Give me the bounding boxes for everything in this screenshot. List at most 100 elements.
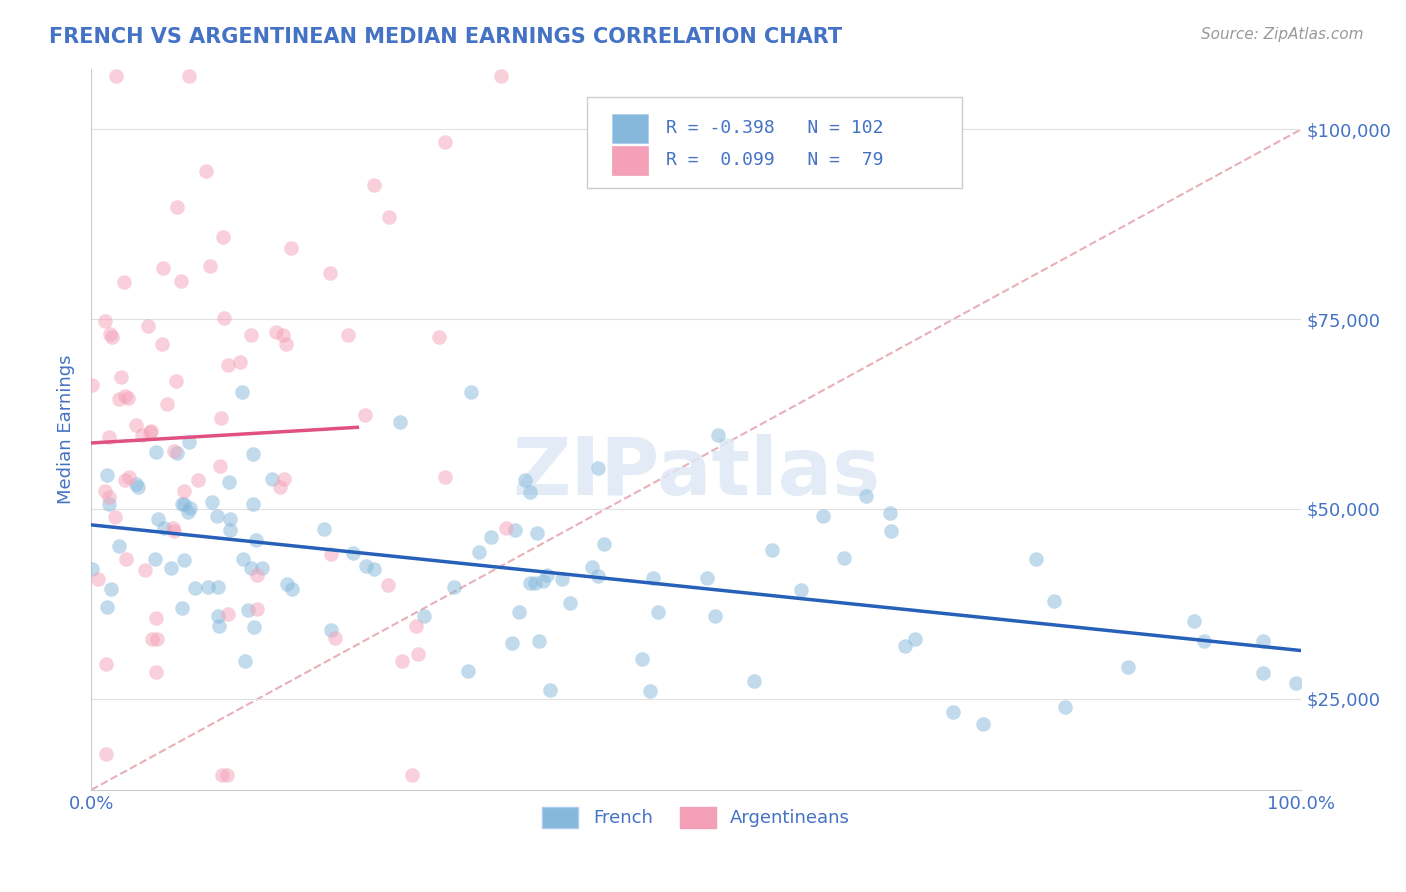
Point <box>114 389 136 403</box>
Point <box>429 329 451 343</box>
Point <box>98 497 121 511</box>
Point <box>641 571 664 585</box>
Point <box>152 261 174 276</box>
Point <box>1054 699 1077 714</box>
Point <box>262 472 284 486</box>
Point <box>173 497 195 511</box>
Point <box>207 580 229 594</box>
Point <box>586 461 609 475</box>
Point <box>269 480 291 494</box>
Point <box>460 384 482 399</box>
Point <box>252 560 274 574</box>
Point <box>593 537 616 551</box>
Point <box>96 657 118 671</box>
Point <box>1025 552 1047 566</box>
Point <box>377 578 399 592</box>
Point <box>1116 659 1139 673</box>
Point <box>170 600 193 615</box>
Point <box>647 606 669 620</box>
Point <box>363 178 385 192</box>
Point <box>141 632 163 647</box>
Point <box>207 508 229 523</box>
Point <box>179 501 201 516</box>
Point <box>232 552 254 566</box>
Point <box>879 506 901 520</box>
Point <box>104 510 127 524</box>
Point <box>276 336 298 351</box>
Point <box>879 524 901 539</box>
Point <box>96 600 118 615</box>
Point <box>1182 614 1205 628</box>
Point <box>401 768 423 782</box>
Point <box>145 445 167 459</box>
Point <box>187 473 209 487</box>
Point <box>131 428 153 442</box>
Point <box>356 558 378 573</box>
Point <box>273 472 295 486</box>
Point <box>434 135 457 149</box>
Legend: French, Argentineans: French, Argentineans <box>536 800 858 835</box>
Point <box>145 611 167 625</box>
Point <box>406 648 429 662</box>
Point <box>527 634 550 648</box>
Point <box>790 582 813 597</box>
Point <box>388 415 411 429</box>
Point <box>904 632 927 646</box>
Point <box>1251 666 1274 681</box>
Point <box>893 639 915 653</box>
Point <box>638 683 661 698</box>
Point <box>281 582 304 596</box>
Point <box>942 705 965 719</box>
Point <box>166 446 188 460</box>
Point <box>391 654 413 668</box>
Point <box>1285 676 1308 690</box>
Point <box>519 575 541 590</box>
Point <box>139 425 162 439</box>
Point <box>107 539 129 553</box>
Point <box>526 526 548 541</box>
Point <box>501 636 523 650</box>
Bar <box>612 145 648 175</box>
Point <box>211 768 233 782</box>
Point <box>100 582 122 597</box>
Point <box>742 673 765 688</box>
Point <box>457 664 479 678</box>
Text: ZIPatlas: ZIPatlas <box>512 434 880 511</box>
Point <box>145 665 167 679</box>
Point <box>319 266 342 280</box>
Point <box>468 545 491 559</box>
Point <box>972 717 994 731</box>
Point <box>94 313 117 327</box>
Point <box>118 469 141 483</box>
Point <box>169 274 191 288</box>
Point <box>156 397 179 411</box>
Point <box>481 530 503 544</box>
Point <box>280 241 302 255</box>
Point <box>125 418 148 433</box>
Point <box>146 512 169 526</box>
Text: FRENCH VS ARGENTINEAN MEDIAN EARNINGS CORRELATION CHART: FRENCH VS ARGENTINEAN MEDIAN EARNINGS CO… <box>49 27 842 46</box>
Point <box>136 319 159 334</box>
Point <box>761 543 783 558</box>
Bar <box>612 114 648 143</box>
Point <box>179 69 201 83</box>
Point <box>82 562 104 576</box>
Point <box>183 581 205 595</box>
Point <box>152 337 174 351</box>
Point <box>96 468 118 483</box>
Point <box>378 211 401 225</box>
Point <box>246 568 269 582</box>
Point <box>98 490 121 504</box>
Point <box>231 384 253 399</box>
Point <box>319 547 342 561</box>
Point <box>173 484 195 499</box>
Point <box>98 326 121 341</box>
Point <box>443 580 465 594</box>
Point <box>531 574 554 588</box>
Point <box>166 200 188 214</box>
Point <box>832 551 855 566</box>
Point <box>631 652 654 666</box>
Point <box>489 69 512 83</box>
Point <box>336 328 359 343</box>
Point <box>212 311 235 326</box>
